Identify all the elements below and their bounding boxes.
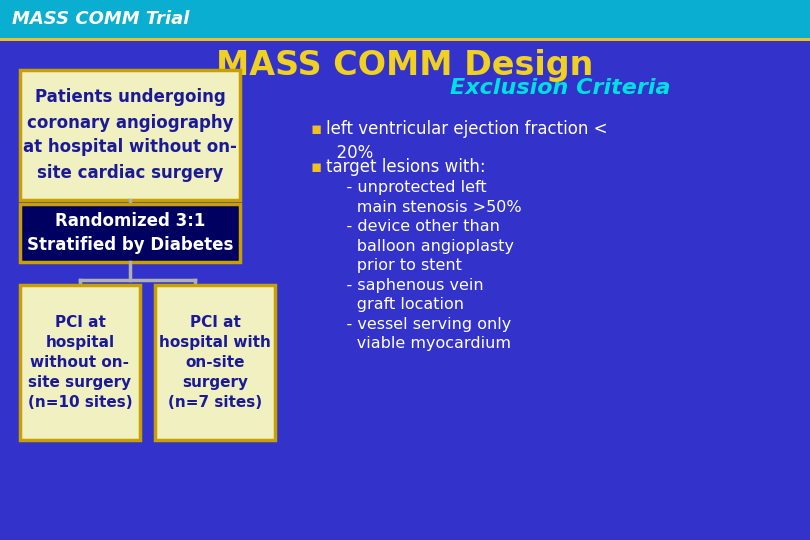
Text: Patients undergoing
coronary angiography
at hospital without on-
site cardiac su: Patients undergoing coronary angiography… [23,89,237,181]
Text: Exclusion Criteria: Exclusion Criteria [450,78,670,98]
Text: - unprotected left
      main stenosis >50%
    - device other than
      balloo: - unprotected left main stenosis >50% - … [326,180,522,352]
Text: PCI at
hospital with
on-site
surgery
(n=7 sites): PCI at hospital with on-site surgery (n=… [159,315,271,410]
Bar [0,38,810,41]
Text: MASS COMM Trial: MASS COMM Trial [12,10,190,28]
Text: Randomized 3:1
Stratified by Diabetes: Randomized 3:1 Stratified by Diabetes [27,212,233,254]
Text: target lesions with:: target lesions with: [326,158,486,176]
Text: ▪: ▪ [310,158,322,176]
Bar [20,285,140,440]
Bar [155,285,275,440]
Bar [20,70,240,200]
Text: MASS COMM Design: MASS COMM Design [216,50,594,83]
Text: ▪: ▪ [310,120,322,138]
Text: left ventricular ejection fraction <
  20%: left ventricular ejection fraction < 20% [326,120,608,163]
Bar [0,0,810,38]
Text: PCI at
hospital
without on-
site surgery
(n=10 sites): PCI at hospital without on- site surgery… [28,315,132,410]
Bar [20,204,240,262]
